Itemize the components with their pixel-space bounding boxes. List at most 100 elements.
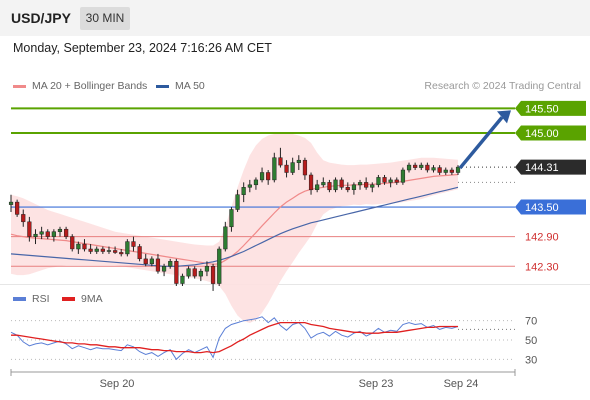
candle-body [82, 243, 87, 250]
legend-label-9ma: 9MA [81, 293, 103, 305]
candle-body [455, 166, 461, 173]
candle-body [39, 231, 44, 235]
candle-body [21, 214, 26, 223]
candle-body [266, 172, 271, 181]
candle-body [272, 157, 277, 181]
candle-body [119, 252, 124, 255]
candle-body [106, 250, 112, 252]
candle-body [33, 233, 38, 237]
candle-body [437, 167, 442, 173]
candle-body [217, 248, 222, 284]
level-label-142.30: 142.30 [525, 261, 559, 273]
candle-body [443, 169, 448, 173]
candle-body [64, 228, 69, 237]
candle-body [315, 184, 320, 190]
level-label-142.90: 142.90 [525, 232, 559, 244]
candle-body [425, 164, 430, 171]
top-bar: USD/JPY 30 MIN [0, 0, 590, 36]
candle-body [413, 164, 418, 168]
candle-body [327, 182, 332, 191]
instrument-label: USD/JPY [11, 10, 71, 26]
candle-body [168, 261, 173, 267]
timeframe-button[interactable]: 30 MIN [80, 7, 130, 30]
legend-9ma: 9MA [62, 293, 103, 305]
candle-body [100, 248, 105, 252]
candle-body [192, 268, 197, 277]
research-credit: Research © 2024 Trading Central [424, 80, 581, 92]
candle-body [431, 167, 436, 171]
candle-body [290, 162, 295, 173]
candle-body [15, 201, 20, 215]
candle-body [204, 266, 210, 272]
candle-body [210, 266, 216, 284]
rsi-series-RSI [10, 316, 459, 361]
candle-body [198, 270, 203, 277]
candle-body [284, 164, 289, 173]
legend-label-ma50: MA 50 [175, 80, 205, 92]
legend-swatch-ma50 [156, 84, 169, 88]
candle-body [345, 187, 350, 191]
candle-body [57, 228, 63, 232]
chart-datetime: Monday, September 23, 2024 7:16:26 AM CE… [13, 41, 272, 55]
candle-body [419, 164, 424, 168]
level-tag-145.00 [515, 125, 586, 141]
candle-body [241, 187, 246, 195]
candle-body [247, 184, 252, 188]
x-tick-label-Sep-23: Sep 23 [359, 378, 394, 390]
candle-body [321, 182, 326, 186]
candle-body [155, 258, 161, 272]
candle-body [370, 184, 375, 188]
ma20-line [10, 173, 459, 265]
rsi-axis-label-70: 70 [525, 316, 537, 328]
candle-body [302, 159, 308, 176]
candle-body [400, 169, 406, 183]
level-tag-145.50 [515, 100, 586, 116]
candle-body [149, 258, 154, 265]
candle-body [351, 184, 357, 190]
forecast-arrow-shaft [458, 116, 504, 170]
candle-body [406, 164, 412, 171]
level-label-145.50: 145.50 [525, 103, 559, 115]
legend-label-rsi: RSI [32, 293, 50, 305]
candle-body [8, 201, 14, 205]
candle-body [161, 266, 167, 272]
candle-body [382, 177, 387, 183]
x-tick-label-Sep-20: Sep 20 [100, 378, 135, 390]
candle-body [174, 261, 179, 284]
candle-body [357, 182, 363, 186]
candle-body [333, 179, 338, 191]
candle-body [125, 241, 130, 255]
rsi-axis-label-50: 50 [525, 335, 537, 347]
level-tag-143.50 [515, 199, 586, 215]
candle-body [296, 159, 301, 163]
candle-body [27, 221, 32, 237]
rsi-series-9MA [11, 321, 458, 354]
level-label-144.31: 144.31 [525, 162, 559, 174]
candle-body [45, 231, 50, 237]
legend-swatch-rsi [13, 297, 26, 302]
level-label-145.00: 145.00 [525, 128, 559, 140]
candle-body [94, 248, 99, 252]
candle-body [131, 241, 136, 247]
level-tag-144.31 [515, 159, 586, 175]
legend-swatch-ma20 [13, 84, 26, 88]
candle-body [143, 258, 148, 265]
candle-body [278, 157, 283, 166]
candle-body [259, 172, 265, 181]
level-label-143.50: 143.50 [525, 202, 559, 214]
candle-body [113, 250, 118, 253]
legend-swatch-9ma [62, 297, 75, 302]
candle-body [376, 177, 381, 186]
legend-label-ma20: MA 20 + Bollinger Bands [32, 80, 148, 92]
forecast-arrow-head [497, 110, 511, 124]
candle-body [394, 179, 399, 183]
candle-body [180, 275, 185, 284]
candle-body [76, 243, 81, 250]
rsi-axis-label-30: 30 [525, 354, 537, 366]
candle-body [449, 169, 454, 173]
candle-body [339, 179, 344, 188]
candle-body [88, 248, 93, 252]
legend-ma50: MA 50 [156, 80, 205, 92]
candle-body [223, 226, 228, 250]
